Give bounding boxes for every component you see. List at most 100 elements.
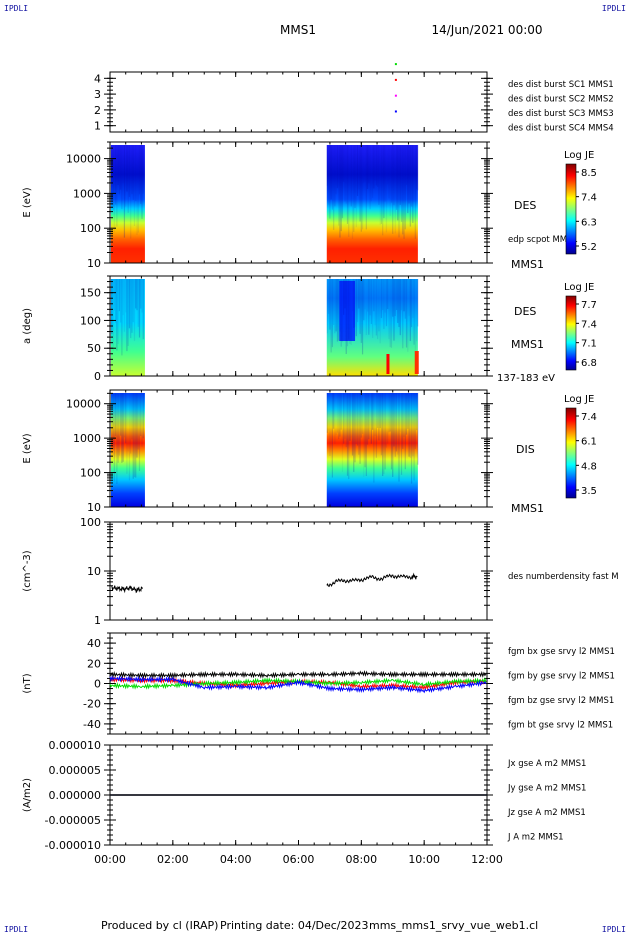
heatmap-texture xyxy=(133,279,136,341)
colorbar-tick-label: 6.1 xyxy=(581,437,597,448)
heatmap-texture xyxy=(398,145,400,238)
heatmap-texture xyxy=(400,393,403,475)
heatmap-texture xyxy=(385,145,388,233)
heatmap-texture xyxy=(329,279,331,330)
heatmap-texture xyxy=(126,279,128,352)
heatmap-texture xyxy=(380,279,383,319)
heatmap-texture xyxy=(365,393,367,477)
instrument-label: DIS xyxy=(516,443,535,456)
heatmap-texture xyxy=(343,145,345,182)
heatmap-texture xyxy=(402,393,404,449)
heatmap-texture xyxy=(400,145,403,222)
heatmap-texture xyxy=(118,145,120,195)
spacecraft-title: MMS1 xyxy=(280,23,316,37)
corner-label: IPDLI xyxy=(4,925,28,934)
heatmap-block xyxy=(111,279,145,376)
heatmap-texture xyxy=(339,279,341,332)
heatmap-texture xyxy=(132,393,134,479)
heatmap-texture xyxy=(390,393,393,470)
heatmap-texture xyxy=(121,279,123,356)
footer-filename: mms_mms1_srvy_vue_web1.cl xyxy=(369,919,538,932)
heatmap-texture xyxy=(403,393,405,437)
legend-entry: des dist burst SC3 MMS3 xyxy=(508,109,614,119)
heatmap-texture xyxy=(373,393,375,483)
heatmap-texture xyxy=(348,145,350,237)
heatmap-texture xyxy=(336,279,339,342)
heatmap-texture xyxy=(328,145,330,205)
heatmap-texture xyxy=(122,393,124,462)
heatmap-texture xyxy=(377,279,379,340)
heatmap-texture xyxy=(350,145,352,207)
heatmap-texture xyxy=(141,393,143,447)
des-energy-frame xyxy=(109,141,488,264)
energy-range-label: 137-183 eV xyxy=(497,373,555,384)
heatmap-texture xyxy=(409,393,411,458)
colorbar-tick-label: 7.4 xyxy=(581,193,597,204)
heatmap-texture xyxy=(118,279,120,312)
heatmap-texture xyxy=(142,145,144,194)
heatmap-texture xyxy=(130,145,132,239)
heatmap-texture xyxy=(389,145,391,216)
heatmap-texture xyxy=(344,145,346,202)
heatmap-texture xyxy=(125,393,127,444)
heatmap-texture xyxy=(405,145,408,185)
heatmap-texture xyxy=(417,393,419,465)
heatmap-texture xyxy=(387,279,389,310)
heatmap-texture xyxy=(346,145,349,224)
heatmap-texture xyxy=(377,145,379,187)
potential-label: edp scpot MMS1 xyxy=(508,235,578,245)
heatmap-texture xyxy=(372,393,374,430)
heatmap-texture xyxy=(127,393,129,452)
heatmap-texture xyxy=(343,393,345,444)
heatmap-texture xyxy=(128,145,131,197)
heatmap-texture xyxy=(113,145,115,233)
heatmap-texture xyxy=(366,279,369,312)
heatmap-texture xyxy=(382,145,384,236)
heatmap-texture xyxy=(356,393,359,446)
heatmap-texture xyxy=(395,279,398,310)
heatmap-texture xyxy=(141,145,143,219)
heatmap-texture xyxy=(110,279,112,337)
heatmap-texture xyxy=(135,279,137,309)
colorbar-tick-label: 4.8 xyxy=(581,461,597,472)
density-frame xyxy=(109,521,488,621)
heatmap-texture xyxy=(392,279,394,317)
heatmap-texture xyxy=(339,393,341,437)
burst-marker xyxy=(394,63,397,66)
heatmap-texture xyxy=(128,393,131,481)
heatmap-texture xyxy=(326,393,328,433)
heatmap-texture xyxy=(130,279,132,339)
heatmap-texture xyxy=(125,279,127,313)
heatmap-texture xyxy=(115,279,117,323)
y-tick-label: 100 xyxy=(80,467,101,480)
heatmap-texture xyxy=(123,279,126,332)
heatmap-texture xyxy=(123,393,126,438)
heatmap-texture xyxy=(333,145,335,230)
heatmap-texture xyxy=(334,393,336,444)
y-tick-label: 0.000000 xyxy=(49,789,102,802)
y-tick-label: 10 xyxy=(87,257,101,270)
heatmap-texture xyxy=(408,279,410,316)
y-tick-label: -0.000005 xyxy=(45,814,101,827)
spacecraft-label: MMS1 xyxy=(511,338,544,351)
heatmap-texture xyxy=(364,393,366,468)
heatmap-texture xyxy=(353,279,355,328)
heatmap-texture xyxy=(394,145,396,234)
heatmap-texture xyxy=(374,393,376,437)
heatmap-texture xyxy=(392,393,394,477)
heatmap-texture xyxy=(133,393,136,478)
colorbar xyxy=(565,295,577,371)
heatmap-texture xyxy=(355,145,357,228)
heatmap-texture xyxy=(353,393,355,472)
heatmap-texture xyxy=(354,145,356,209)
heatmap-texture xyxy=(377,393,379,429)
heatmap-feature xyxy=(339,281,356,341)
x-tick-label: 00:00 xyxy=(94,853,126,866)
colorbar-title: Log JE xyxy=(564,150,594,161)
heatmap-texture xyxy=(120,279,122,323)
heatmap-texture xyxy=(389,393,391,432)
heatmap-texture xyxy=(333,393,335,429)
heatmap-texture xyxy=(346,393,349,476)
heatmap-texture xyxy=(375,279,377,336)
heatmap-texture xyxy=(336,145,339,189)
